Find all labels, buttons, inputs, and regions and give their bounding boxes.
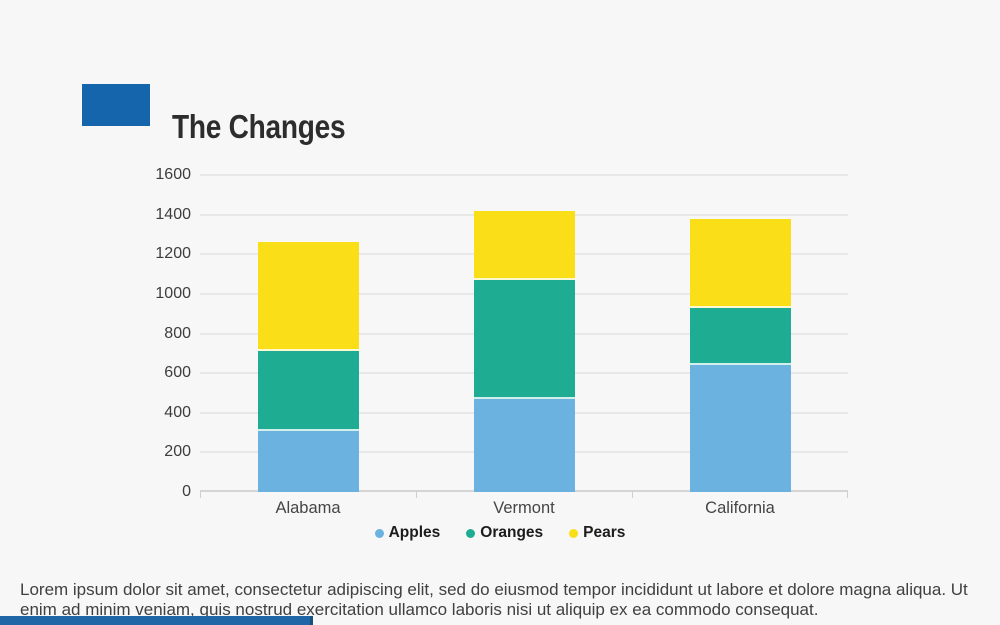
legend-item-oranges[interactable]: Oranges bbox=[466, 524, 543, 542]
legend-label: Apples bbox=[388, 524, 441, 541]
bar-vermont bbox=[473, 210, 575, 492]
footer-accent-bar bbox=[0, 616, 313, 625]
body-text: Lorem ipsum dolor sit amet, consectetur … bbox=[20, 580, 968, 619]
bar-segment-oranges bbox=[473, 280, 575, 399]
y-axis-label: 800 bbox=[164, 324, 191, 342]
legend-marker-pears-icon bbox=[569, 528, 579, 538]
bar-segment-apples bbox=[257, 430, 359, 492]
footer-accent-bar-cap bbox=[310, 616, 313, 625]
bar-segment-pears bbox=[257, 242, 359, 352]
x-axis-tick bbox=[416, 492, 417, 498]
x-axis-label: Alabama bbox=[275, 499, 341, 517]
y-axis-label: 1600 bbox=[155, 166, 191, 183]
y-axis-label: 1200 bbox=[155, 245, 191, 263]
y-axis-label: 400 bbox=[164, 403, 191, 421]
bar-alabama bbox=[257, 242, 359, 492]
bar-segment-pears bbox=[689, 218, 791, 308]
bar-segment-apples bbox=[689, 365, 791, 492]
legend-item-pears[interactable]: Pears bbox=[569, 524, 625, 542]
bar-segment-oranges bbox=[689, 307, 791, 366]
bar-california bbox=[689, 218, 791, 492]
bar-segment-pears bbox=[473, 210, 575, 281]
legend-label: Oranges bbox=[480, 524, 544, 541]
y-axis-label: 1000 bbox=[155, 284, 191, 302]
y-axis-label: 0 bbox=[182, 483, 191, 500]
x-axis-tick bbox=[847, 492, 848, 498]
y-axis-label: 1400 bbox=[155, 205, 191, 223]
bar-segment-apples bbox=[473, 398, 575, 492]
bar-segment-oranges bbox=[257, 351, 359, 431]
page-title: The Changes bbox=[172, 108, 346, 146]
legend-marker-oranges-icon bbox=[466, 528, 476, 538]
gridline bbox=[200, 174, 848, 176]
y-axis-label: 200 bbox=[164, 443, 191, 461]
x-axis-tick bbox=[632, 492, 633, 498]
title-accent-block bbox=[82, 84, 150, 126]
x-axis-label: Vermont bbox=[493, 499, 555, 517]
y-axis-label: 600 bbox=[164, 364, 191, 382]
x-axis-label: California bbox=[705, 499, 775, 517]
legend-label: Pears bbox=[583, 524, 626, 541]
x-axis-tick bbox=[200, 492, 201, 498]
stacked-bar-chart: 0 200 400 600 800 1000 1200 1400 1600 Alabama Verm… bbox=[155, 166, 848, 517]
legend-item-apples[interactable]: Apples bbox=[374, 524, 441, 542]
chart-legend: Apples Oranges Pears bbox=[0, 521, 1000, 545]
legend-marker-apples-icon bbox=[374, 528, 384, 538]
